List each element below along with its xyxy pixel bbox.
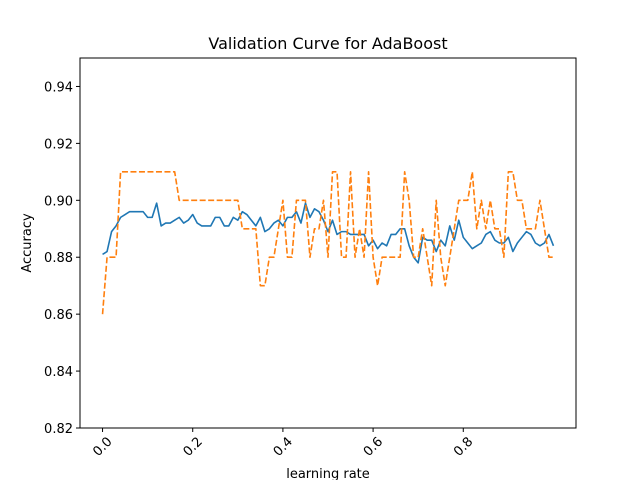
y-tick-label: 0.94 [44,80,73,95]
y-axis-label: Accuracy [20,213,35,273]
axes-frame [79,57,577,429]
series-line-2 [101,171,554,315]
chart-title: Validation Curve for AdaBoost [208,34,447,53]
y-tick-label: 0.84 [44,365,73,380]
x-axis-label: learning rate [286,467,370,480]
plot-area [79,57,577,429]
series-layer [101,171,555,315]
y-tick-label: 0.82 [44,422,73,437]
y-axis-ticks: 0.82 0.84 0.86 0.88 0.90 0.92 0.94 [44,80,80,437]
y-tick-label: 0.90 [44,194,73,209]
y-tick-label: 0.92 [44,137,73,152]
series-line-1 [102,202,555,264]
y-tick-label: 0.86 [44,308,73,323]
y-tick-label: 0.88 [44,251,73,266]
